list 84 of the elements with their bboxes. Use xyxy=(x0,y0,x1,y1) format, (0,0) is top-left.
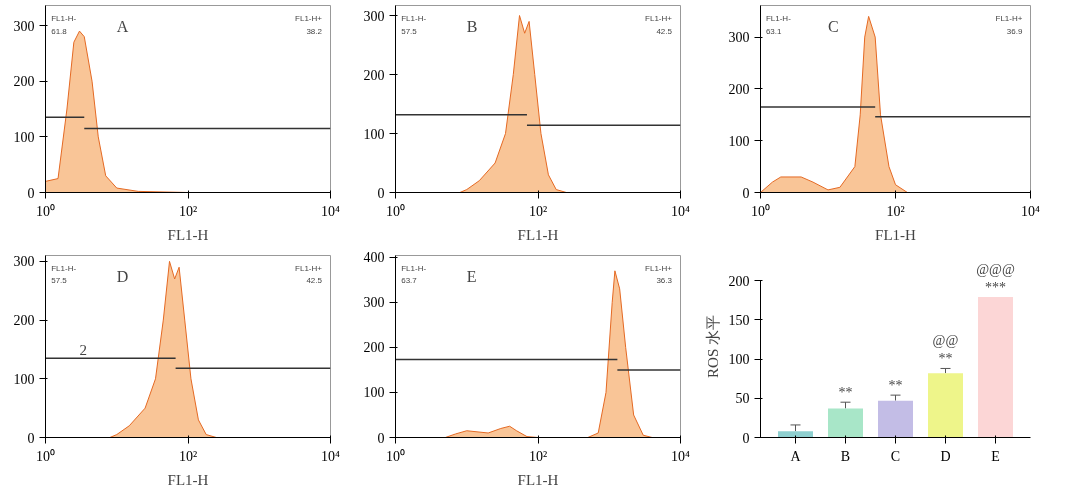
annotation: ** xyxy=(938,351,953,367)
y-tick-label: 50 xyxy=(735,391,750,407)
y-tick-label: 200 xyxy=(363,340,385,356)
annotation: FL1-H- xyxy=(765,14,792,24)
y-tick-label: 200 xyxy=(13,313,35,329)
text: B xyxy=(466,18,478,36)
x-tick-label: 10⁴ xyxy=(671,203,691,219)
annotation: 2 xyxy=(79,342,87,359)
y-tick-label: 200 xyxy=(363,67,385,83)
text: E xyxy=(466,267,477,285)
y-tick-label: 300 xyxy=(363,295,385,311)
annotation: 57.5 xyxy=(401,27,418,37)
annotation: FL1-H+ xyxy=(645,263,673,273)
text: A xyxy=(116,18,129,36)
annotation: 57.5 xyxy=(51,276,68,286)
annotation: FL1-H+ xyxy=(645,14,673,24)
annotation: FL1-H- xyxy=(51,14,77,24)
x-tick-label: 10² xyxy=(886,203,905,219)
annotation: FL1-H- xyxy=(401,14,427,24)
y-tick-label: 100 xyxy=(13,371,35,387)
y-tick-label: 0 xyxy=(377,185,385,201)
y-tick-label: 0 xyxy=(377,430,385,446)
x-tick-label: A xyxy=(790,448,802,464)
y-tick-label: 400 xyxy=(363,250,385,266)
x-axis-title: FL1-H xyxy=(167,226,209,243)
x-tick-label: 10⁰ xyxy=(36,203,55,219)
x-tick-label: B xyxy=(840,448,851,464)
annotation: FL1-H+ xyxy=(295,14,323,24)
y-tick-label: 300 xyxy=(363,8,385,24)
y-tick-label: 300 xyxy=(13,254,35,270)
y-tick-label: 0 xyxy=(742,185,750,201)
y-tick-label: 100 xyxy=(363,126,385,142)
x-tick-label: 10² xyxy=(528,448,548,464)
x-tick-label: 10² xyxy=(178,203,198,219)
x-axis-title: FL1-H xyxy=(517,471,559,488)
annotation: 42.5 xyxy=(306,276,323,286)
x-axis-title: FL1-H xyxy=(517,226,559,243)
annotation: FL1-H- xyxy=(51,263,77,273)
annotation: 63.1 xyxy=(765,27,783,37)
annotation: 38.2 xyxy=(306,27,323,37)
y-tick-label: 100 xyxy=(728,352,750,368)
x-tick-label: 10⁰ xyxy=(751,203,770,219)
annotation: 42.5 xyxy=(656,27,673,37)
annotation: 36.9 xyxy=(1006,27,1023,37)
y-tick-label: 0 xyxy=(27,185,35,201)
y-tick-label: 200 xyxy=(13,74,35,90)
x-tick-label: 10⁰ xyxy=(386,203,405,219)
x-tick-label: E xyxy=(991,448,1000,464)
x-tick-label: 10⁴ xyxy=(321,448,341,464)
annotation: 61.8 xyxy=(51,27,68,37)
x-tick-label: 10² xyxy=(178,448,198,464)
annotation: 36.3 xyxy=(656,276,673,286)
text: D xyxy=(116,267,129,285)
y-tick-label: 100 xyxy=(363,385,385,401)
annotation: @@ xyxy=(932,333,959,349)
annotation: ** xyxy=(838,385,853,401)
x-axis-title: FL1-H xyxy=(875,226,917,243)
x-tick-label: 10² xyxy=(528,203,548,219)
x-tick-label: D xyxy=(940,448,951,464)
annotation: FL1-H- xyxy=(401,263,427,273)
x-tick-label: 10⁴ xyxy=(321,203,341,219)
x-tick-label: 10⁰ xyxy=(386,448,405,464)
annotation: 63.7 xyxy=(401,276,418,286)
annotation: FL1-H+ xyxy=(295,263,323,273)
y-tick-label: 300 xyxy=(13,18,35,34)
y-tick-label: 0 xyxy=(27,430,35,446)
y-tick-label: 150 xyxy=(728,312,750,328)
annotation: *** xyxy=(985,280,1006,296)
x-tick-label: 10⁴ xyxy=(671,448,691,464)
annotation: ** xyxy=(888,378,903,394)
annotation: FL1-H+ xyxy=(995,14,1023,24)
x-tick-label: C xyxy=(890,448,901,464)
y-tick-label: 200 xyxy=(728,81,750,97)
x-tick-label: 10⁰ xyxy=(36,448,55,464)
y-tick-label: 0 xyxy=(742,430,750,446)
y-tick-label: 100 xyxy=(13,129,35,145)
text: C xyxy=(828,18,839,36)
y-tick-label: 300 xyxy=(728,30,750,46)
y-tick-label: 100 xyxy=(728,133,750,149)
annotation: @@@ xyxy=(976,262,1015,278)
x-axis-title: FL1-H xyxy=(167,471,209,488)
y-tick-label: 200 xyxy=(728,273,750,289)
x-tick-label: 10⁴ xyxy=(1021,203,1041,219)
y-axis-title: ROS 水平 xyxy=(704,315,721,378)
